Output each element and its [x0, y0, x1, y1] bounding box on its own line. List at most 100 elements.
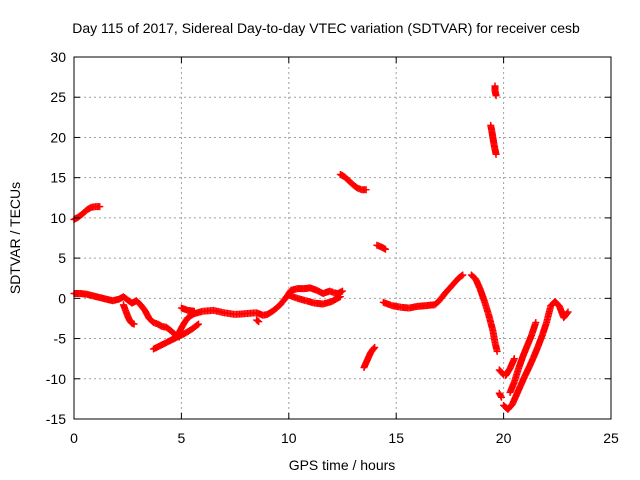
- y-tick-label: 10: [50, 210, 66, 226]
- data-point-fill: [133, 298, 144, 308]
- data-point-fill: [543, 303, 554, 325]
- data-point-fill: [151, 319, 160, 328]
- data-point-fill: [189, 321, 202, 332]
- data-point-fill: [127, 318, 135, 326]
- y-tick-label: 0: [58, 290, 66, 306]
- data-point-fill: [548, 299, 558, 309]
- data-point-fill: [122, 308, 131, 319]
- data-point-fill: [254, 317, 262, 325]
- series-seg-h: [285, 291, 344, 308]
- data-point: [339, 287, 346, 295]
- data-point: [371, 343, 379, 351]
- series-seg-a: [70, 203, 104, 223]
- data-point-fill: [496, 367, 507, 378]
- y-tick-label: 30: [50, 49, 66, 65]
- data-point-fill: [456, 272, 466, 281]
- data-point-fill: [265, 307, 276, 318]
- data-point: [492, 92, 500, 100]
- data-point-fill: [335, 288, 345, 297]
- data-point-fill: [163, 324, 174, 334]
- grid: [74, 57, 611, 419]
- y-tick-label: -5: [54, 331, 67, 347]
- x-tick-label: 0: [70, 430, 78, 446]
- data-point-fill: [449, 275, 462, 288]
- y-tick-label: 15: [50, 170, 66, 186]
- x-tick-label: 25: [603, 430, 619, 446]
- chart-title: Day 115 of 2017, Sidereal Day-to-day VTE…: [72, 20, 580, 36]
- series-seg-g: [253, 316, 263, 326]
- data-point-fill: [172, 329, 182, 340]
- data-point-fill: [125, 297, 135, 306]
- x-tick-label: 5: [178, 430, 186, 446]
- axis-ticks: 0 5 10 15 20 25 -15 -10 -5 0 5 10 15 20 25 30: [46, 49, 619, 446]
- data-point-fill: [552, 299, 563, 309]
- data-point: [510, 355, 518, 363]
- y-tick-label: -10: [46, 371, 66, 387]
- data-point: [336, 293, 344, 301]
- data-point-fill: [120, 302, 129, 313]
- series-seg-i: [336, 170, 370, 194]
- y-tick-label: 20: [50, 129, 66, 145]
- series-seg-j: [360, 343, 379, 372]
- data-point-fill: [361, 360, 370, 370]
- data-point-fill: [436, 290, 449, 304]
- series-seg-n: [487, 121, 500, 158]
- data-point-fill: [365, 350, 374, 361]
- series-seg-f: [177, 304, 198, 315]
- x-tick-label: 10: [281, 430, 297, 446]
- data-point-fill: [84, 204, 94, 213]
- data-point-fill: [146, 315, 156, 325]
- series-seg-d: [149, 320, 203, 353]
- data-point-fill: [80, 207, 90, 217]
- data-point-fill: [277, 294, 290, 308]
- data-point-fill: [443, 282, 455, 296]
- data-point-fill: [346, 178, 356, 188]
- data-point: [381, 245, 389, 253]
- data-point: [497, 393, 505, 401]
- series-seg-c: [119, 301, 138, 328]
- data-point: [195, 320, 203, 328]
- series-seg-m: [467, 271, 501, 355]
- data-point-fill: [271, 302, 283, 313]
- y-axis-label: SDTVAR / TECUs: [7, 182, 23, 294]
- data-point-fill: [350, 182, 360, 191]
- data-point-fill: [378, 243, 388, 253]
- data-point: [493, 347, 501, 355]
- series-seg-s: [506, 318, 540, 396]
- data-point-fill: [501, 402, 511, 412]
- data-point-fill: [142, 308, 152, 321]
- x-axis-label: GPS time / hours: [289, 457, 396, 473]
- data-point: [492, 150, 500, 158]
- x-tick-label: 15: [388, 430, 404, 446]
- data-point-fill: [485, 312, 496, 333]
- series-seg-o: [491, 82, 500, 100]
- data-point-fill: [120, 294, 131, 303]
- data-point-fill: [337, 171, 348, 180]
- y-tick-label: -15: [46, 411, 66, 427]
- data-point-fill: [374, 242, 384, 250]
- data-point-fill: [496, 391, 505, 400]
- data-point-fill: [355, 185, 364, 193]
- data-point-fill: [176, 321, 187, 335]
- data-point-fill: [468, 272, 479, 282]
- data-point: [459, 271, 467, 279]
- data-point: [190, 307, 198, 315]
- data-point-fill: [342, 174, 352, 184]
- data-point: [130, 320, 138, 328]
- data-point-fill: [168, 328, 178, 338]
- data-point: [362, 186, 370, 194]
- data-point-fill: [327, 288, 336, 296]
- data-point: [255, 318, 263, 326]
- series-seg-e: [171, 284, 346, 341]
- data-point-fill: [502, 366, 513, 378]
- data-point-fill: [367, 347, 376, 356]
- data-point-fill: [75, 211, 86, 220]
- plot-frame: [73, 56, 612, 420]
- data-point-fill: [363, 355, 372, 365]
- data-point-fill: [155, 321, 165, 330]
- series-seg-k: [373, 241, 389, 253]
- data-point-fill: [561, 309, 571, 321]
- y-tick-label: 25: [50, 89, 66, 105]
- data-point-fill: [505, 401, 515, 412]
